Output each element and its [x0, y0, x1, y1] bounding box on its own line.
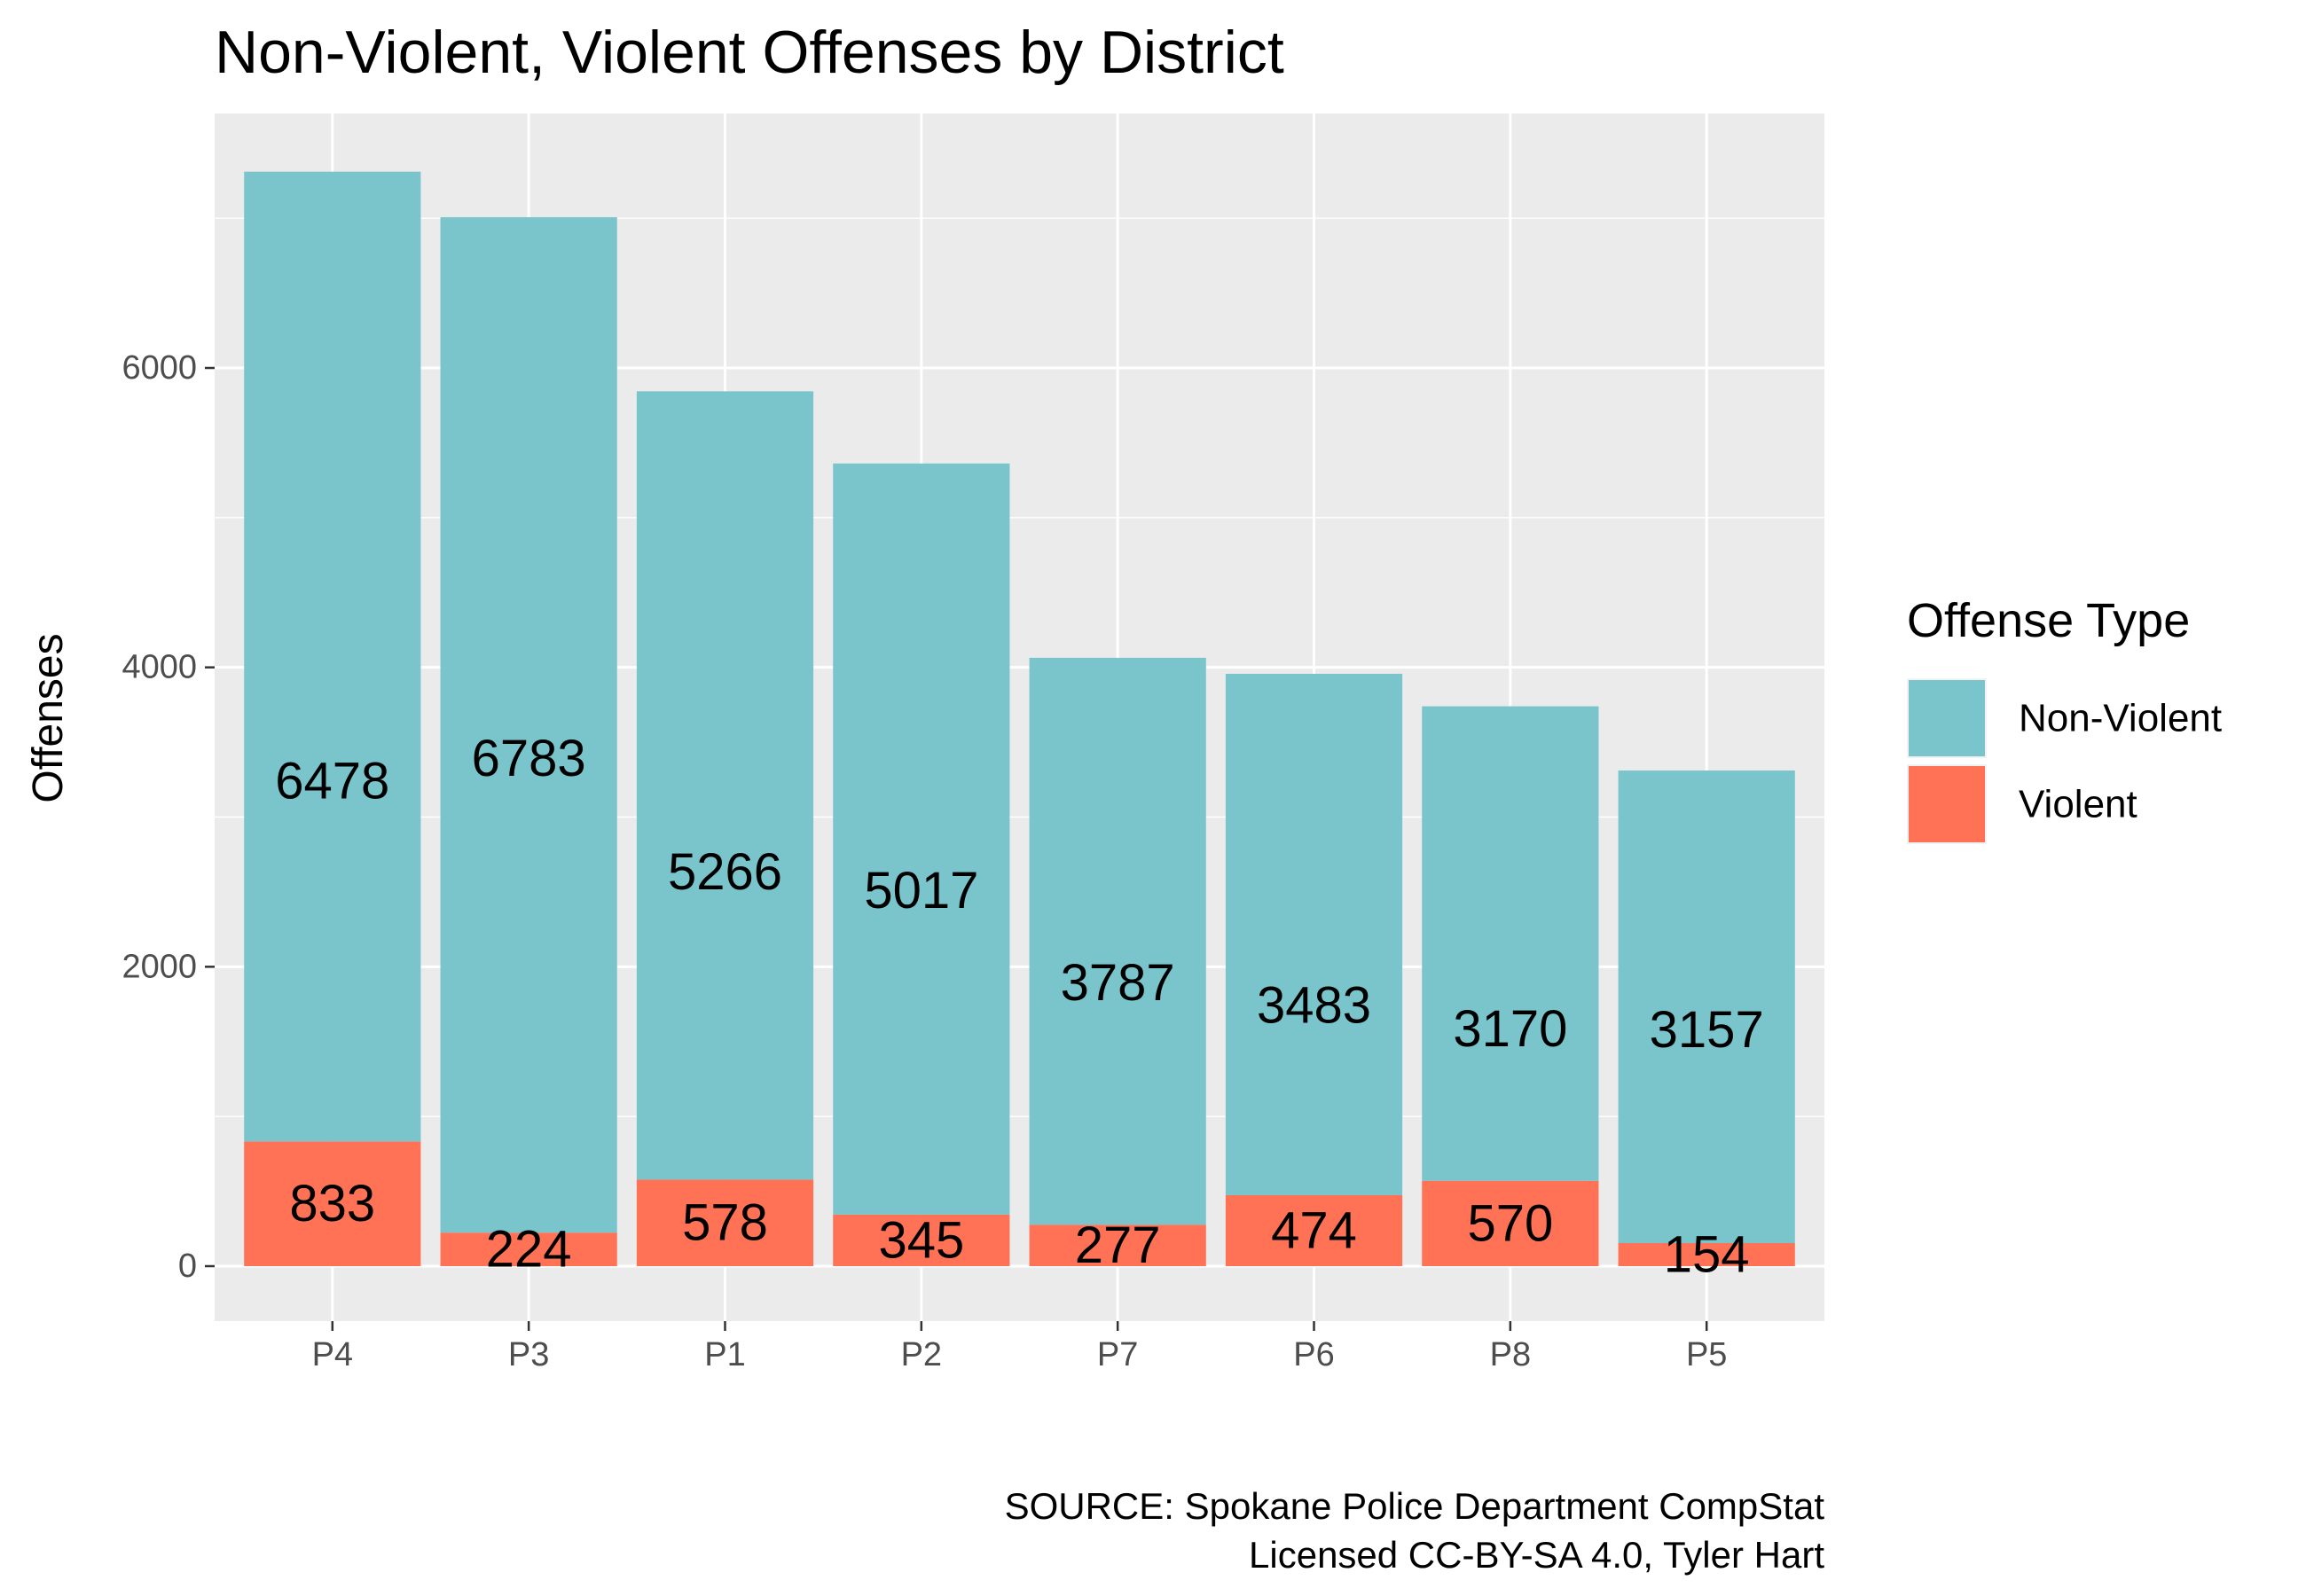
- data-label-non-violent-p3: 6783: [472, 730, 586, 787]
- y-tick-label: 4000: [122, 649, 197, 686]
- bar-violent-p5: [1618, 1242, 1795, 1266]
- bar-violent-p3: [440, 1232, 617, 1266]
- bar-non-violent-p3: [440, 216, 617, 1233]
- legend-title: Offense Type: [1907, 594, 2190, 647]
- data-label-violent-p2: 345: [878, 1211, 964, 1269]
- y-axis-title: Offenses: [25, 633, 72, 802]
- bar-non-violent-p5: [1618, 770, 1795, 1243]
- bar-violent-p4: [244, 1141, 421, 1266]
- x-tick-label: P6: [1293, 1336, 1334, 1373]
- bar-violent-p6: [1225, 1194, 1403, 1266]
- data-label-non-violent-p7: 3787: [1061, 954, 1175, 1012]
- data-label-non-violent-p6: 3483: [1257, 976, 1371, 1034]
- data-label-violent-p7: 277: [1075, 1217, 1161, 1274]
- chart-title: Non-Violent, Violent Offenses by Distric…: [215, 19, 1284, 86]
- x-tick-label: P2: [901, 1336, 942, 1373]
- data-label-non-violent-p4: 6478: [275, 753, 389, 810]
- caption-line-2: Licensed CC-BY-SA 4.0, Tyler Hart: [1249, 1534, 1824, 1576]
- x-tick-label: P5: [1686, 1336, 1727, 1373]
- bar-violent-p7: [1029, 1224, 1206, 1266]
- y-tick-label: 2000: [122, 948, 197, 985]
- bar-non-violent-p4: [244, 171, 421, 1142]
- x-tick-label: P3: [508, 1336, 549, 1373]
- data-label-non-violent-p8: 3170: [1453, 1000, 1567, 1058]
- y-axis: 0 2000 4000 6000: [122, 349, 215, 1285]
- data-label-non-violent-p2: 5017: [864, 862, 978, 919]
- bar-violent-p1: [636, 1179, 814, 1266]
- x-axis: P4 P3 P1 P2 P7 P6 P8 P5: [312, 1321, 1727, 1373]
- y-tick-label: 0: [178, 1248, 197, 1285]
- x-tick-label: P1: [704, 1336, 745, 1373]
- bar-non-violent-p1: [636, 391, 814, 1180]
- data-label-violent-p6: 474: [1271, 1201, 1357, 1259]
- data-label-violent-p1: 578: [682, 1194, 768, 1252]
- x-tick-label: P4: [312, 1336, 353, 1373]
- bar-violent-p2: [833, 1214, 1010, 1266]
- caption-line-1: SOURCE: Spokane Police Department CompSt…: [1005, 1485, 1825, 1527]
- legend-label: Non-Violent: [2019, 697, 2222, 740]
- y-tick-label: 6000: [122, 349, 197, 387]
- bar-labels: 833 6478 224 6783 578 5266 345 5017 277 3787 474 34…: [275, 730, 1763, 1284]
- data-label-violent-p8: 570: [1467, 1194, 1553, 1252]
- data-label-violent-p5: 154: [1664, 1225, 1750, 1283]
- data-label-non-violent-p5: 3157: [1650, 1001, 1764, 1059]
- legend-swatch: [1909, 766, 1985, 842]
- x-tick-label: P8: [1490, 1336, 1531, 1373]
- bar-non-violent-p8: [1422, 706, 1599, 1181]
- legend-items: Non-Violent Violent: [1907, 678, 2222, 844]
- legend-label: Violent: [2019, 783, 2137, 826]
- bar-violent-p8: [1422, 1180, 1599, 1266]
- bar-non-violent-p2: [833, 463, 1010, 1215]
- x-tick-label: P7: [1097, 1336, 1138, 1373]
- data-label-non-violent-p1: 5266: [668, 843, 782, 901]
- bar-non-violent-p6: [1225, 673, 1403, 1195]
- data-label-violent-p3: 224: [486, 1221, 572, 1279]
- legend-swatch: [1909, 680, 1985, 756]
- legend: Offense Type Non-Violent Violent: [1907, 594, 2222, 844]
- bars: [244, 171, 1795, 1266]
- bar-non-violent-p7: [1029, 657, 1206, 1225]
- data-label-violent-p4: 833: [289, 1175, 375, 1232]
